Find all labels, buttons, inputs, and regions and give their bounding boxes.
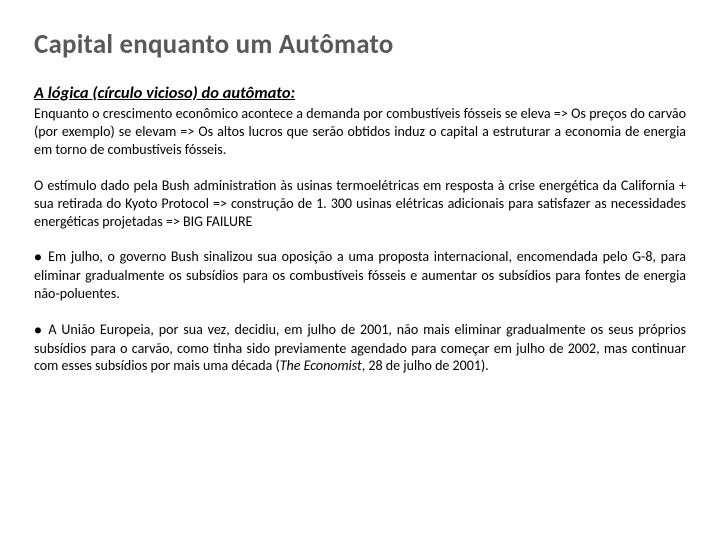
slide-body: Capital enquanto um Autômato A lógica (c… [0, 0, 720, 540]
slide-subtitle: A lógica (círculo vicioso) do autômato: [34, 83, 686, 103]
bullet-icon: ● [34, 250, 43, 265]
paragraph-3-text: Em julho, o governo Bush sinalizou sua o… [34, 248, 686, 302]
paragraph-2: O estímulo dado pela Bush administration… [34, 177, 686, 231]
bullet-icon: ● [34, 323, 44, 338]
paragraph-1: Enquanto o crescimento econômico acontec… [34, 105, 686, 159]
slide-title: Capital enquanto um Autômato [34, 28, 686, 61]
paragraph-4-text-b: , 28 de julho de 2001). [362, 357, 489, 374]
paragraph-4-source: The Economist [280, 357, 362, 374]
paragraph-4: ● A União Europeia, por sua vez, decidiu… [34, 321, 686, 375]
paragraph-3: ● Em julho, o governo Bush sinalizou sua… [34, 248, 686, 302]
